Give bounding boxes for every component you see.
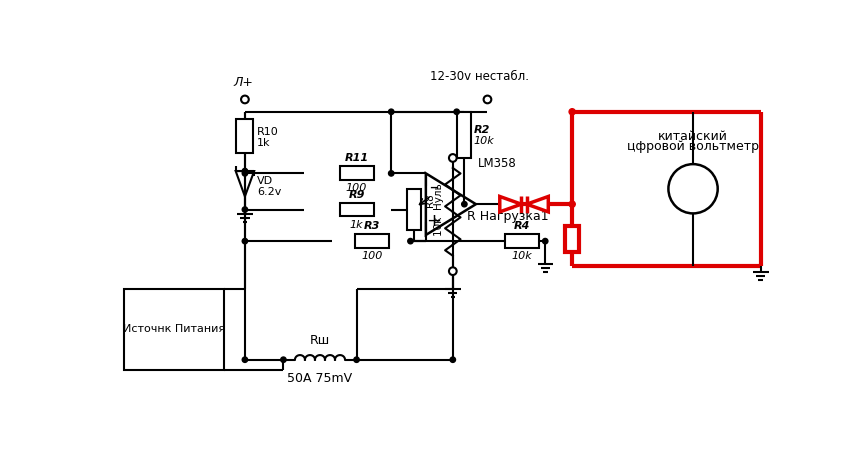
Text: R10: R10 <box>257 127 278 137</box>
Text: 1k: 1k <box>257 138 270 148</box>
Text: R4: R4 <box>514 221 530 231</box>
Text: Л+: Л+ <box>233 75 253 89</box>
Bar <box>340 203 373 217</box>
Circle shape <box>242 169 248 174</box>
Circle shape <box>242 238 248 244</box>
Text: +: + <box>426 212 441 230</box>
Circle shape <box>389 109 394 114</box>
Text: 50A 75mV: 50A 75mV <box>288 372 353 385</box>
Circle shape <box>461 201 467 207</box>
Bar <box>457 112 471 158</box>
Text: цфровой вольтметр: цфровой вольтметр <box>627 140 759 153</box>
Text: R11: R11 <box>345 153 369 163</box>
Bar <box>355 234 389 248</box>
Text: 6.2v: 6.2v <box>257 187 282 197</box>
Text: 100: 100 <box>361 251 383 261</box>
Text: R8: R8 <box>425 194 435 207</box>
Circle shape <box>569 109 575 115</box>
Text: V: V <box>684 177 702 201</box>
Text: китайский: китайский <box>658 130 728 143</box>
Circle shape <box>484 95 492 103</box>
Text: 10k: 10k <box>473 136 494 146</box>
Bar <box>408 189 422 230</box>
Text: 10к  Нуль: 10к Нуль <box>435 183 444 236</box>
Text: R9: R9 <box>348 189 365 200</box>
Text: LM358: LM358 <box>478 157 517 170</box>
Text: R3: R3 <box>364 221 380 231</box>
Circle shape <box>454 109 460 114</box>
Text: R2: R2 <box>473 125 490 135</box>
Circle shape <box>389 171 394 176</box>
Circle shape <box>450 357 455 363</box>
Circle shape <box>241 95 249 103</box>
Bar <box>340 166 373 180</box>
Circle shape <box>449 154 457 162</box>
Bar <box>237 119 253 153</box>
Text: Rш: Rш <box>310 334 330 347</box>
Text: 10k: 10k <box>511 251 532 261</box>
Circle shape <box>242 171 248 176</box>
Bar <box>124 289 224 370</box>
Circle shape <box>242 207 248 212</box>
Circle shape <box>354 357 359 363</box>
Text: 100: 100 <box>346 183 367 194</box>
Text: 1k: 1k <box>350 219 364 230</box>
Bar <box>565 226 579 252</box>
Text: R Нагрузка1: R Нагрузка1 <box>467 210 549 223</box>
Text: –: – <box>429 178 438 196</box>
Text: Источнк Питания: Источнк Питания <box>123 324 226 334</box>
Bar <box>505 234 539 248</box>
Circle shape <box>242 357 248 363</box>
Circle shape <box>543 238 548 244</box>
Circle shape <box>569 201 575 207</box>
Circle shape <box>281 357 286 363</box>
Circle shape <box>449 267 457 275</box>
Text: VD: VD <box>257 176 273 186</box>
Circle shape <box>669 164 718 213</box>
Circle shape <box>408 238 413 244</box>
Text: 12-30v нестабл.: 12-30v нестабл. <box>430 69 530 82</box>
